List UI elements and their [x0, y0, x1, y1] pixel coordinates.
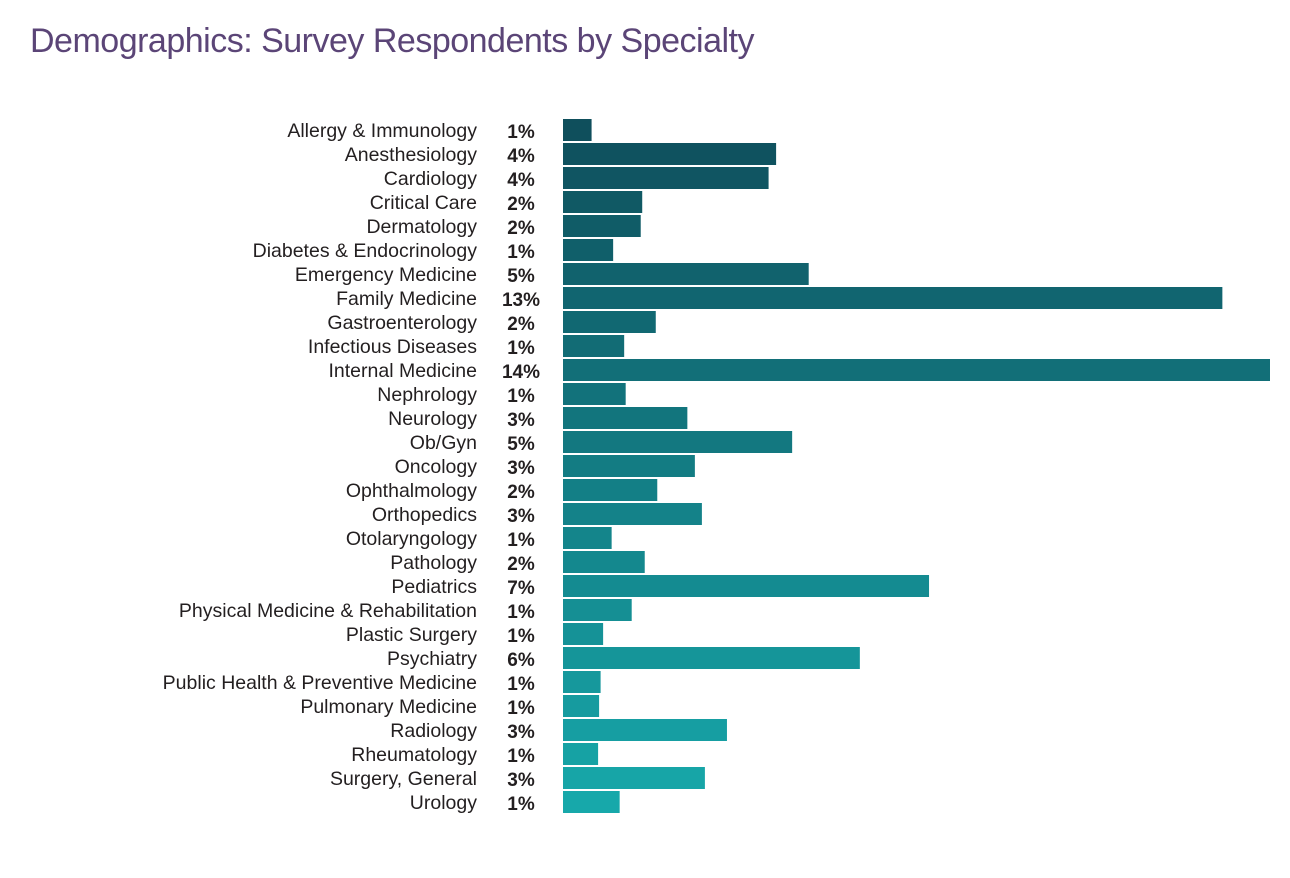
- value-label: 6%: [507, 650, 535, 671]
- bar: [563, 767, 705, 789]
- value-label: 3%: [507, 722, 535, 743]
- category-label: Allergy & Immunology: [287, 120, 477, 142]
- bar: [563, 431, 793, 453]
- category-label: Neurology: [388, 408, 477, 430]
- bar: [563, 527, 612, 549]
- value-label: 4%: [507, 146, 535, 167]
- category-label: Public Health & Preventive Medicine: [163, 672, 477, 694]
- bar: [563, 671, 601, 693]
- bar: [563, 575, 930, 597]
- bar: [563, 143, 777, 165]
- value-label: 3%: [507, 770, 535, 791]
- bar: [563, 695, 600, 717]
- value-label: 5%: [507, 266, 535, 287]
- value-label: 3%: [507, 506, 535, 527]
- bar: [563, 215, 641, 237]
- bar: [563, 359, 1270, 381]
- category-label: Infectious Diseases: [308, 336, 477, 358]
- bar: [563, 551, 645, 573]
- category-label: Pathology: [390, 552, 477, 574]
- category-label: Diabetes & Endocrinology: [253, 240, 478, 262]
- chart-title: Demographics: Survey Respondents by Spec…: [30, 22, 755, 60]
- category-label: Radiology: [390, 720, 477, 742]
- category-label: Ob/Gyn: [410, 432, 477, 454]
- category-label: Internal Medicine: [329, 360, 478, 382]
- category-label: Family Medicine: [336, 288, 477, 310]
- category-label: Orthopedics: [372, 504, 477, 526]
- bar: [563, 503, 702, 525]
- value-label: 1%: [507, 338, 535, 359]
- bar: [563, 623, 604, 645]
- bar: [563, 647, 860, 669]
- category-label: Otolaryngology: [346, 528, 477, 550]
- value-label: 2%: [507, 554, 535, 575]
- category-label: Pulmonary Medicine: [300, 696, 477, 718]
- value-labels: 1% 4% 4% 2% 2% 1% 5% 13% 2% 1% 14% 1% 3% 5% 3% 2% 3% 1% 2%…: [502, 122, 540, 815]
- category-label: Plastic Surgery: [346, 624, 477, 646]
- bar: [563, 407, 688, 429]
- category-label: Pediatrics: [391, 576, 477, 598]
- value-label: 4%: [507, 170, 535, 191]
- category-label: Anesthesiology: [345, 144, 478, 166]
- value-label: 5%: [507, 434, 535, 455]
- category-label: Oncology: [395, 456, 478, 478]
- bar: [563, 191, 643, 213]
- value-label: 7%: [507, 578, 535, 599]
- value-label: 2%: [507, 482, 535, 503]
- value-label: 2%: [507, 314, 535, 335]
- category-label: Urology: [410, 792, 477, 814]
- value-label: 2%: [507, 218, 535, 239]
- value-label: 3%: [507, 458, 535, 479]
- value-label: 1%: [507, 386, 535, 407]
- value-label: 1%: [507, 746, 535, 767]
- value-label: 1%: [507, 698, 535, 719]
- category-label: Ophthalmology: [346, 480, 477, 502]
- category-label: Surgery, General: [330, 768, 477, 790]
- bars: [563, 119, 1270, 813]
- value-label: 1%: [507, 794, 535, 815]
- value-label: 2%: [507, 194, 535, 215]
- category-label: Cardiology: [384, 168, 477, 190]
- value-label: 14%: [502, 362, 540, 383]
- bar: [563, 599, 632, 621]
- bar: [563, 719, 727, 741]
- value-label: 13%: [502, 290, 540, 311]
- bar: [563, 287, 1223, 309]
- value-label: 3%: [507, 410, 535, 431]
- category-label: Nephrology: [377, 384, 477, 406]
- category-label: Dermatology: [366, 216, 477, 238]
- bar: [563, 791, 620, 813]
- value-label: 1%: [507, 122, 535, 143]
- bar: [563, 335, 625, 357]
- value-label: 1%: [507, 626, 535, 647]
- bar: [563, 167, 769, 189]
- bar: [563, 743, 599, 765]
- bar: [563, 239, 614, 261]
- value-label: 1%: [507, 242, 535, 263]
- category-label: Rheumatology: [351, 744, 477, 766]
- category-label: Emergency Medicine: [295, 264, 477, 286]
- bar: [563, 119, 592, 141]
- value-label: 1%: [507, 674, 535, 695]
- bar: [563, 383, 626, 405]
- category-label: Gastroenterology: [327, 312, 477, 334]
- category-label: Physical Medicine & Rehabilitation: [179, 600, 477, 622]
- bar: [563, 455, 695, 477]
- value-label: 1%: [507, 530, 535, 551]
- bar: [563, 263, 809, 285]
- category-label: Critical Care: [370, 192, 477, 214]
- value-label: 1%: [507, 602, 535, 623]
- bar: [563, 479, 658, 501]
- category-label: Psychiatry: [387, 648, 477, 670]
- bar: [563, 311, 656, 333]
- category-labels: Allergy & ImmunologyAnesthesiologyCardio…: [163, 120, 478, 814]
